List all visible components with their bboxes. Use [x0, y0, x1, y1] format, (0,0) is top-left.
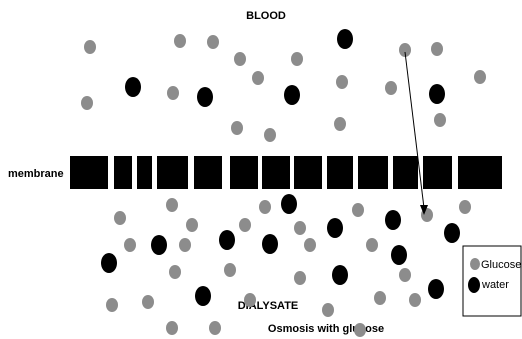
- glucose-particle: [114, 211, 126, 225]
- water-particle: [444, 223, 460, 243]
- glucose-particle: [434, 113, 446, 127]
- glucose-particle: [174, 34, 186, 48]
- glucose-particle: [167, 86, 179, 100]
- glucose-particle: [252, 71, 264, 85]
- glucose-particle: [209, 321, 221, 335]
- glucose-particle: [239, 218, 251, 232]
- membrane: [70, 156, 502, 189]
- glucose-particle: [106, 298, 118, 312]
- water-particle: [327, 218, 343, 238]
- glucose-particle: [81, 96, 93, 110]
- water-particle: [284, 85, 300, 105]
- glucose-particle: [334, 117, 346, 131]
- glucose-particle: [385, 81, 397, 95]
- glucose-particle: [291, 52, 303, 66]
- glucose-particle: [124, 238, 136, 252]
- glucose-particle: [231, 121, 243, 135]
- water-particle: [281, 194, 297, 214]
- water-particle: [428, 279, 444, 299]
- glucose-particle: [366, 238, 378, 252]
- diagram: BLOOD membrane DIALYSATE Osmosis with gl…: [0, 0, 522, 339]
- membrane-label: membrane: [8, 168, 64, 180]
- glucose-particle: [244, 293, 256, 307]
- water-particle: [195, 286, 211, 306]
- water-particle: [197, 87, 213, 107]
- glucose-particle: [354, 323, 366, 337]
- legend: Glucose water: [463, 246, 521, 316]
- glucose-particle: [264, 128, 276, 142]
- glucose-particle: [459, 200, 471, 214]
- glucose-particle: [179, 238, 191, 252]
- glucose-particle: [234, 52, 246, 66]
- water-particle: [262, 234, 278, 254]
- glucose-particle: [399, 268, 411, 282]
- glucose-particle: [169, 265, 181, 279]
- glucose-particle: [322, 303, 334, 317]
- water-particle: [219, 230, 235, 250]
- blood-label: BLOOD: [246, 10, 286, 22]
- caption: Osmosis with glucose: [268, 323, 384, 335]
- glucose-particle: [474, 70, 486, 84]
- glucose-particle: [374, 291, 386, 305]
- water-particle: [101, 253, 117, 273]
- glucose-particle: [294, 271, 306, 285]
- glucose-particle: [84, 40, 96, 54]
- water-particle: [337, 29, 353, 49]
- water-particle: [332, 265, 348, 285]
- glucose-particle: [352, 203, 364, 217]
- glucose-particle: [336, 75, 348, 89]
- glucose-particle: [304, 238, 316, 252]
- water-particle: [125, 77, 141, 97]
- water-particle: [151, 235, 167, 255]
- glucose-particle: [207, 35, 219, 49]
- glucose-particle: [259, 200, 271, 214]
- glucose-particle: [431, 42, 443, 56]
- water-particle: [391, 245, 407, 265]
- water-particle: [385, 210, 401, 230]
- legend-item: Glucose: [481, 259, 521, 271]
- glucose-particle: [294, 221, 306, 235]
- page: BLOOD membrane DIALYSATE Osmosis with gl…: [0, 0, 522, 339]
- glucose-particle: [409, 293, 421, 307]
- glucose-particle: [224, 263, 236, 277]
- arrow: [405, 52, 428, 215]
- glucose-particle: [166, 321, 178, 335]
- glucose-particle: [186, 218, 198, 232]
- glucose-particle: [142, 295, 154, 309]
- water-particle: [429, 84, 445, 104]
- glucose-particle: [166, 198, 178, 212]
- legend-item: water: [481, 279, 509, 291]
